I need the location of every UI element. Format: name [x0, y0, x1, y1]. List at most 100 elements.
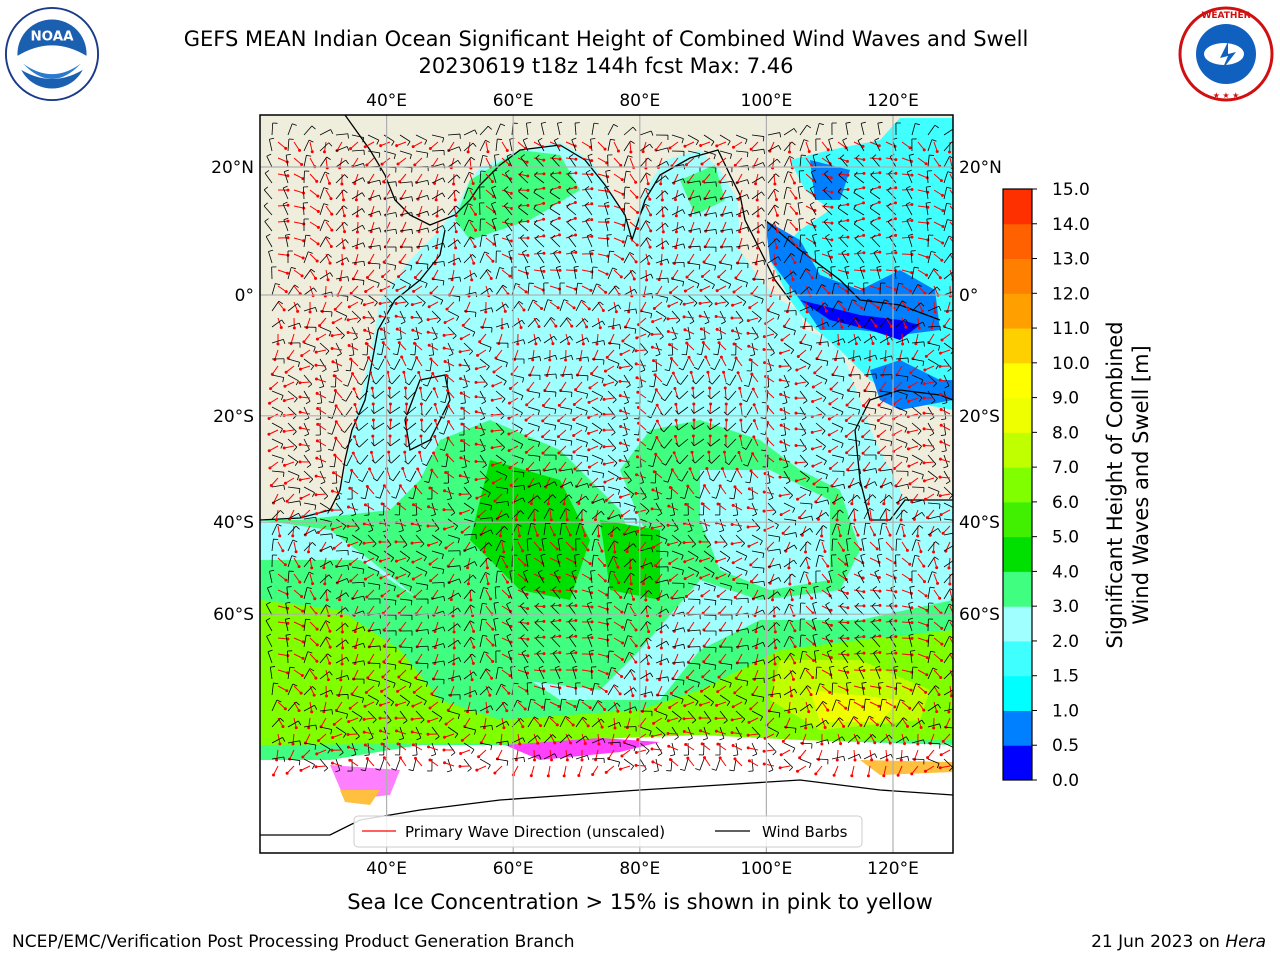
wave-arrow-head	[282, 429, 286, 433]
wave-direction-arrow	[940, 458, 951, 463]
wind-barb	[287, 390, 298, 399]
wave-direction-arrow	[885, 202, 896, 207]
wind-barb	[863, 299, 868, 312]
wave-arrow-head	[542, 590, 546, 594]
wind-barb	[495, 438, 505, 448]
wave-direction-arrow	[293, 301, 299, 312]
wave-direction-arrow	[819, 333, 823, 344]
wind-barb	[687, 326, 691, 339]
wave-arrow-head	[698, 559, 702, 563]
wave-arrow-head	[877, 216, 881, 220]
wave-direction-arrow	[691, 452, 695, 463]
wave-direction-arrow	[315, 493, 327, 496]
wind-barb	[479, 438, 486, 451]
wind-barb	[831, 300, 839, 312]
wave-direction-arrow	[933, 221, 944, 227]
wind-barb-flag	[627, 235, 633, 238]
wind-barb-flag	[371, 459, 376, 464]
wind-barb	[809, 188, 817, 200]
wave-arrow-head	[460, 422, 464, 426]
wind-barb-flag	[482, 154, 488, 157]
wind-barb-flag	[787, 368, 792, 372]
wind-barb-flag	[840, 427, 844, 433]
wind-barb-flag	[344, 315, 348, 321]
wave-direction-arrow	[434, 253, 439, 264]
wave-direction-arrow	[684, 141, 695, 147]
wind-barb-flag	[699, 211, 702, 217]
wind-barb-flag	[355, 426, 360, 431]
wind-barb-flag	[919, 460, 923, 466]
wind-barb	[860, 123, 865, 136]
wind-barb	[283, 219, 289, 232]
wave-arrow-head	[795, 212, 799, 216]
wind-barb	[911, 454, 923, 462]
wind-barb	[943, 326, 953, 331]
wave-direction-arrow	[740, 420, 743, 431]
wind-barb-flag	[537, 426, 540, 432]
wave-arrow-head	[619, 425, 623, 429]
wave-arrow-head	[573, 216, 577, 220]
wave-arrow-head	[298, 395, 302, 399]
wind-barb	[271, 390, 284, 396]
wave-direction-arrow	[909, 381, 919, 388]
wave-arrow-head	[315, 179, 319, 183]
wind-barb	[838, 174, 849, 184]
wind-barb	[751, 294, 764, 300]
wind-barb	[335, 133, 348, 136]
wind-barb-flag	[361, 192, 366, 197]
wind-barb-flag	[682, 226, 686, 231]
wave-direction-arrow	[581, 285, 592, 291]
wave-direction-arrow	[896, 365, 903, 375]
wind-barb	[671, 278, 684, 282]
wind-barb	[389, 406, 401, 414]
wind-barb-flag	[651, 293, 653, 299]
wind-barb	[549, 208, 561, 216]
wind-barb	[527, 336, 539, 344]
wave-arrow-head	[616, 565, 620, 569]
wave-direction-arrow	[389, 419, 392, 431]
wind-barb	[431, 208, 443, 216]
wind-barb-flag	[746, 227, 750, 232]
wave-direction-arrow	[866, 365, 871, 376]
wind-barb	[447, 358, 451, 371]
wind-barb-flag	[890, 441, 893, 447]
wind-barb-flag	[714, 265, 717, 271]
wind-barb	[559, 373, 572, 376]
wind-barb-flag	[442, 242, 446, 248]
wave-direction-arrow	[371, 388, 375, 399]
wind-barb	[271, 454, 284, 459]
wind-barb-flag	[855, 317, 860, 322]
wind-barb	[687, 134, 699, 142]
wind-barb-flag	[791, 141, 796, 146]
wind-barb-flag	[818, 266, 823, 269]
wave-direction-arrow	[789, 237, 797, 247]
wave-arrow-head	[715, 327, 719, 331]
wave-direction-arrow	[814, 365, 823, 374]
wave-direction-arrow	[885, 234, 896, 239]
wave-direction-arrow	[369, 468, 375, 479]
wave-direction-arrow	[837, 285, 847, 292]
wave-arrow-head	[526, 188, 530, 192]
wind-barb-flag	[826, 321, 830, 327]
wind-barb	[710, 438, 721, 447]
wave-direction-arrow	[613, 141, 619, 152]
wave-arrow-head	[779, 513, 783, 517]
wind-barb	[871, 237, 881, 248]
wind-barb	[549, 192, 561, 200]
wave-direction-arrow	[931, 317, 935, 328]
wind-barb	[869, 207, 881, 216]
wave-direction-arrow	[800, 333, 807, 343]
wave-direction-arrow	[501, 189, 512, 194]
wind-barb-flag	[811, 169, 816, 173]
wind-barb-flag	[812, 233, 818, 236]
wave-direction-arrow	[933, 269, 941, 279]
wind-barb	[303, 470, 314, 480]
wave-arrow-head	[674, 230, 678, 234]
wind-barb	[492, 171, 497, 184]
wind-barb-flag	[283, 339, 286, 345]
wave-direction-arrow	[317, 408, 327, 415]
wave-arrow-head	[763, 361, 767, 365]
wave-direction-arrow	[366, 486, 375, 495]
wave-direction-arrow	[700, 301, 711, 304]
wave-arrow-head	[846, 271, 850, 275]
